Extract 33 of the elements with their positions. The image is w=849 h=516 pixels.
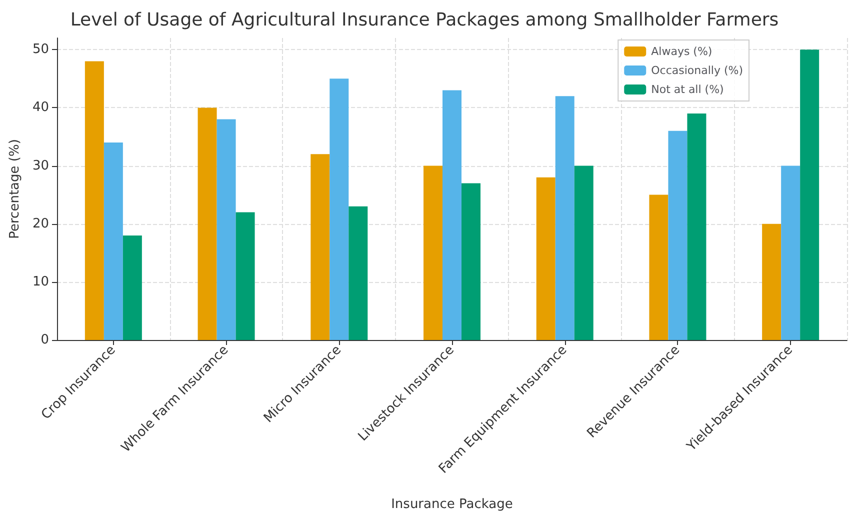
bar bbox=[800, 50, 820, 340]
bar bbox=[104, 142, 123, 340]
y-tick-label: 40 bbox=[32, 100, 49, 116]
bar bbox=[216, 119, 236, 340]
bar bbox=[781, 166, 800, 340]
bar bbox=[122, 235, 142, 340]
bar bbox=[442, 90, 462, 340]
bar bbox=[649, 194, 668, 340]
bar bbox=[668, 130, 688, 340]
bar bbox=[762, 224, 782, 340]
bar bbox=[348, 206, 368, 340]
legend-label: Occasionally (%) bbox=[651, 64, 744, 77]
bar bbox=[236, 212, 255, 340]
legend-label: Always (%) bbox=[651, 45, 712, 58]
y-tick-label: 20 bbox=[32, 216, 49, 232]
y-tick-label: 30 bbox=[32, 158, 49, 174]
bar bbox=[424, 166, 442, 340]
bar bbox=[574, 166, 594, 340]
bar bbox=[84, 61, 104, 340]
bar bbox=[310, 154, 330, 340]
x-axis-title: Insurance Package bbox=[391, 497, 513, 512]
y-tick-label: 0 bbox=[40, 332, 49, 348]
bar bbox=[536, 177, 556, 340]
y-tick-label: 10 bbox=[32, 274, 49, 290]
y-axis-title: Percentage (%) bbox=[8, 139, 23, 239]
legend-label: Not at all (%) bbox=[651, 83, 724, 96]
bar bbox=[687, 114, 706, 340]
bar bbox=[462, 183, 480, 340]
bar bbox=[555, 96, 574, 340]
bar bbox=[198, 108, 217, 340]
chart-title: Level of Usage of Agricultural Insurance Packages among Smallholder Farmers bbox=[70, 10, 779, 30]
bar bbox=[330, 78, 349, 340]
y-tick-label: 50 bbox=[32, 42, 49, 58]
